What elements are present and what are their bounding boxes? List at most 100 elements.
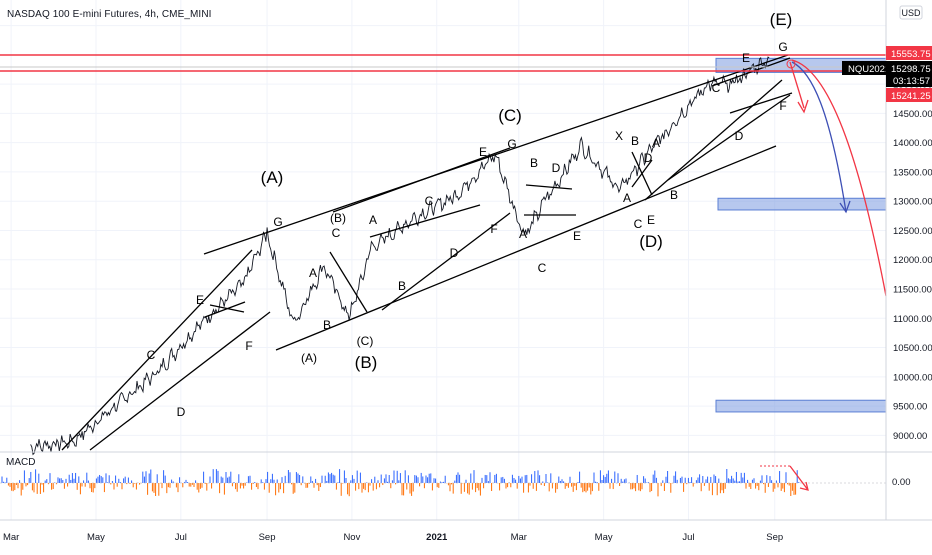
trend-line[interactable] (369, 204, 481, 238)
trend-line[interactable] (89, 311, 271, 451)
minor-wave-label: A (623, 191, 631, 205)
trend-line[interactable] (275, 145, 777, 351)
minor-wave-label: C (634, 217, 643, 231)
minor-wave-label: B (323, 318, 331, 332)
price-axis-tick: 13000.00 (893, 197, 932, 208)
minor-wave-label: F (779, 99, 786, 113)
minor-wave-label: D (450, 246, 459, 260)
trend-line[interactable] (204, 301, 246, 318)
minor-wave-label: A (652, 136, 660, 150)
currency-button[interactable] (899, 5, 923, 20)
minor-wave-label: C (147, 348, 156, 362)
macd-label: MACD (6, 457, 35, 468)
macd-arrow (789, 465, 809, 491)
minor-wave-label: F (490, 222, 497, 236)
price-axis-tick: 10500.00 (893, 343, 932, 354)
price-axis-tick: 14000.00 (893, 138, 932, 149)
minor-wave-label: (B) (330, 211, 346, 225)
minor-wave-label: C (332, 226, 341, 240)
forecast-path-red[interactable] (791, 59, 887, 297)
trend-line[interactable] (329, 251, 368, 313)
trend-line[interactable] (525, 184, 573, 190)
forecast-path-short-red[interactable] (789, 61, 805, 109)
price-axis-tick: 12000.00 (893, 255, 932, 266)
trend-line[interactable] (667, 94, 791, 181)
price-axis-tick: 12500.00 (893, 226, 932, 237)
price-badge (886, 46, 932, 60)
minor-wave-label: B (398, 279, 406, 293)
minor-wave-label: A (369, 213, 377, 227)
trend-line[interactable] (711, 57, 791, 87)
trend-line[interactable] (332, 147, 511, 213)
macd-axis-tick: 0.00 (892, 477, 911, 488)
price-axis-tick: 13500.00 (893, 167, 932, 178)
minor-wave-label: B (670, 188, 678, 202)
minor-wave-label: A (519, 227, 527, 241)
last-price-text: 15298.75 (891, 64, 931, 75)
minor-wave-label: D (552, 161, 561, 175)
arrowhead-red (797, 99, 809, 114)
time-axis-label: Sep (259, 532, 276, 543)
minor-wave-label: G (778, 40, 787, 54)
price-axis-tick: 14500.00 (893, 109, 932, 120)
price-badge-text: 15553.75 (891, 49, 931, 60)
last-price-badge (886, 61, 932, 87)
time-axis-label: May (595, 532, 613, 543)
price-axis-tick: 9000.00 (893, 431, 927, 442)
minor-wave-label: E (742, 51, 750, 65)
time-axis-label: Sep (766, 532, 783, 543)
target-zone[interactable] (715, 399, 887, 413)
minor-wave-label: E (479, 145, 487, 159)
trend-line[interactable] (209, 304, 245, 313)
price-badge-text: 15241.25 (891, 91, 931, 102)
arrowhead-blue (839, 200, 851, 214)
minor-wave-label: E (647, 213, 655, 227)
time-axis-label: Jul (682, 532, 694, 543)
trend-line[interactable] (61, 249, 253, 451)
time-axis-label: May (87, 532, 105, 543)
price-axis-tick: 9500.00 (893, 402, 927, 413)
minor-wave-label: D (177, 405, 186, 419)
trend-line[interactable] (381, 212, 511, 311)
major-wave-label: (C) (498, 106, 522, 125)
price-axis-tick: 11000.00 (893, 314, 932, 325)
countdown-text: 03:13:57 (893, 76, 930, 87)
minor-wave-label: D (735, 129, 744, 143)
target-zone[interactable] (717, 197, 887, 211)
price-series-line (30, 56, 770, 456)
chart-title: NASDAQ 100 E-mini Futures, 4h, CME_MINI (7, 9, 212, 20)
price-badge (886, 88, 932, 102)
minor-wave-label: G (507, 137, 516, 151)
time-axis-label: Jul (175, 532, 187, 543)
minor-wave-label: D (644, 151, 653, 165)
minor-wave-label: X (615, 129, 623, 143)
time-axis-label: Mar (511, 532, 527, 543)
trend-line[interactable] (729, 92, 793, 114)
minor-wave-label: C (712, 81, 721, 95)
trend-line[interactable] (644, 79, 783, 201)
price-axis-tick: 11500.00 (893, 285, 932, 296)
major-wave-label: (D) (639, 232, 663, 251)
time-axis-label: Mar (3, 532, 19, 543)
minor-wave-label: E (573, 229, 581, 243)
currency-label: USD (901, 8, 921, 18)
pivot-marker (786, 59, 796, 69)
minor-wave-label: F (245, 339, 252, 353)
minor-wave-label: (A) (301, 351, 317, 365)
time-axis-label: Nov (343, 532, 360, 543)
minor-wave-label: A (309, 266, 317, 280)
minor-wave-label: (C) (357, 334, 374, 348)
major-wave-label: (A) (261, 168, 284, 187)
minor-wave-label: G (273, 215, 282, 229)
time-axis-label: 2021 (426, 532, 448, 543)
forecast-path-blue[interactable] (791, 61, 847, 213)
trend-line[interactable] (631, 159, 653, 188)
symbol-badge (842, 61, 886, 75)
minor-wave-label: B (530, 156, 538, 170)
minor-wave-label: C (538, 261, 547, 275)
minor-wave-label: B (631, 134, 639, 148)
trend-line[interactable] (203, 54, 789, 255)
price-axis-tick: 10000.00 (893, 372, 932, 383)
